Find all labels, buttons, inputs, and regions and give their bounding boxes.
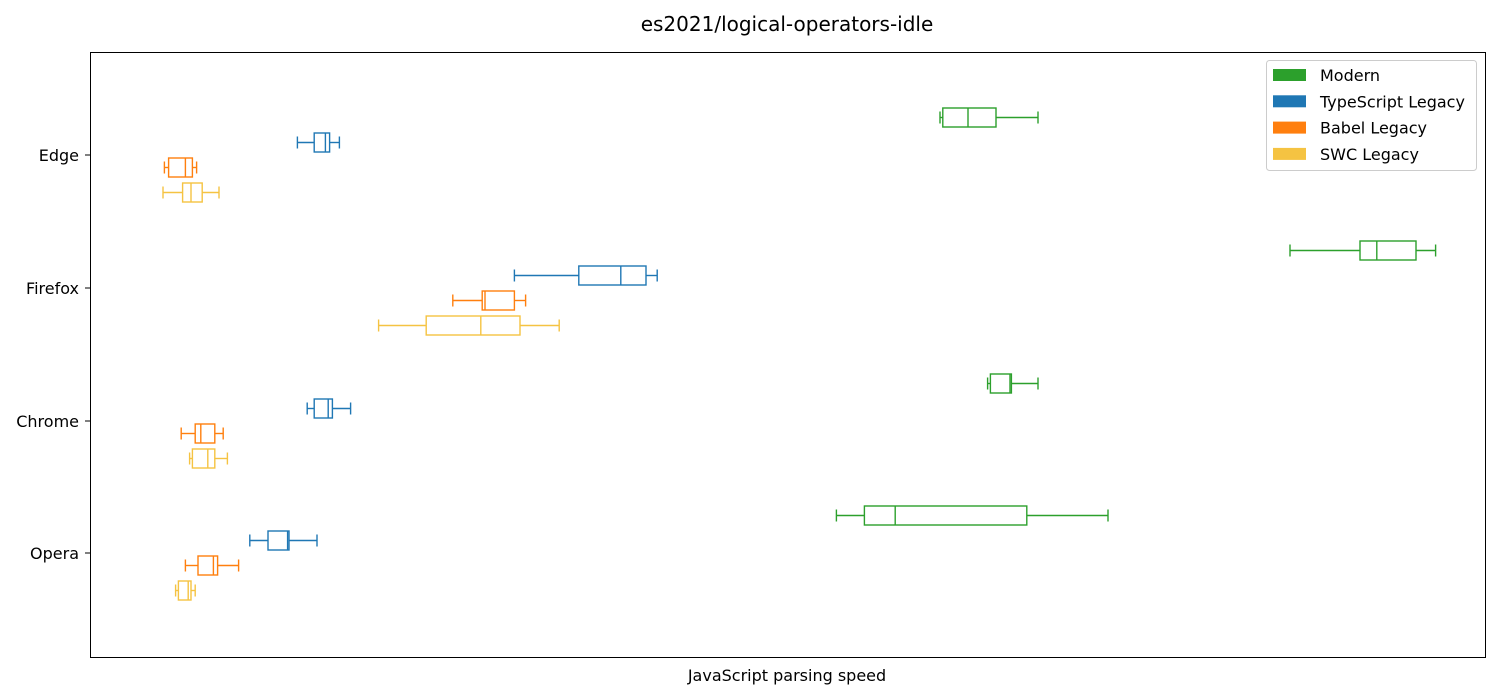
plot-area xyxy=(162,107,1437,601)
box-iqr xyxy=(863,505,1028,526)
box-typescript-legacy-opera xyxy=(249,530,318,551)
box-iqr xyxy=(578,265,647,286)
y-tick-label: Chrome xyxy=(16,412,79,431)
box-typescript-legacy-chrome xyxy=(306,398,352,419)
box-swc-legacy-chrome xyxy=(188,448,229,469)
plot-frame xyxy=(90,52,1486,658)
legend-label: Babel Legacy xyxy=(1320,119,1427,138)
box-iqr xyxy=(481,290,516,311)
box-iqr xyxy=(1359,240,1417,261)
x-axis-label: JavaScript parsing speed xyxy=(687,666,886,685)
box-iqr xyxy=(313,398,334,419)
box-modern-opera xyxy=(835,505,1109,526)
box-iqr xyxy=(197,555,219,576)
box-typescript-legacy-edge xyxy=(296,132,341,153)
y-tick-label: Opera xyxy=(30,544,79,563)
box-babel-legacy-firefox xyxy=(452,290,527,311)
box-iqr xyxy=(194,423,216,444)
box-iqr xyxy=(942,107,997,128)
box-typescript-legacy-firefox xyxy=(513,265,658,286)
y-tick-label: Firefox xyxy=(26,279,79,298)
box-swc-legacy-opera xyxy=(174,580,196,601)
box-iqr xyxy=(267,530,290,551)
box-iqr xyxy=(191,448,216,469)
legend-swatch xyxy=(1273,147,1306,160)
legend-label: Modern xyxy=(1320,66,1380,85)
box-iqr xyxy=(177,580,192,601)
legend: Modern TypeScript Legacy Babel Legacy SWC L… xyxy=(1266,60,1477,171)
box-babel-legacy-opera xyxy=(184,555,240,576)
legend-label: SWC Legacy xyxy=(1320,145,1419,164)
box-swc-legacy-edge xyxy=(162,182,220,203)
box-modern-firefox xyxy=(1289,240,1437,261)
box-iqr xyxy=(425,315,521,336)
chart-title: es2021/logical-operators-idle xyxy=(641,12,934,36)
box-iqr xyxy=(989,373,1013,394)
legend-frame xyxy=(1266,60,1477,171)
y-tick-label: Edge xyxy=(39,146,79,165)
y-axis: Edge Firefox Chrome Opera xyxy=(16,146,90,563)
legend-label: TypeScript Legacy xyxy=(1319,92,1465,111)
box-swc-legacy-firefox xyxy=(377,315,560,336)
box-iqr xyxy=(181,182,203,203)
box-babel-legacy-chrome xyxy=(180,423,224,444)
box-babel-legacy-edge xyxy=(163,157,198,178)
box-modern-chrome xyxy=(986,373,1039,394)
legend-swatch xyxy=(1273,121,1306,134)
legend-swatch xyxy=(1273,69,1306,81)
box-iqr xyxy=(167,157,194,178)
legend-swatch xyxy=(1273,95,1306,108)
box-iqr xyxy=(313,132,331,153)
box-modern-edge xyxy=(939,107,1039,128)
